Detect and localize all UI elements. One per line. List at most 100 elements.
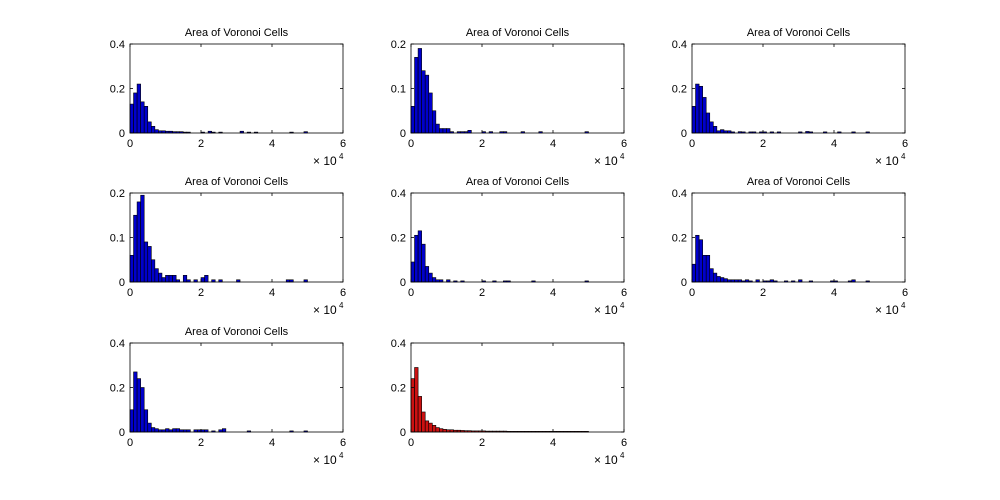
histogram-bar [133,92,138,134]
y-tick-label: 0.2 [391,39,406,51]
x-tick-label: 4 [550,138,556,150]
histogram-bar [691,106,696,134]
x-tick-label: 6 [621,138,627,150]
x-tick-label: 6 [621,437,627,449]
y-tick-label: 0 [681,277,687,289]
histogram-bar [421,411,426,433]
y-tick-label: 0 [400,277,406,289]
histogram-bar [709,121,714,134]
histogram-bar [720,277,725,283]
histogram-bar [439,128,444,134]
histogram-bar [140,101,145,134]
histogram-bar [467,130,472,134]
histogram-bar [129,409,134,433]
x-axis-multiplier: × 10 [594,303,618,317]
histogram-bar [698,85,703,134]
x-axis-multiplier: × 10 [594,453,618,467]
histogram-bar [154,428,159,433]
x-tick-label: 0 [127,138,133,150]
histogram-bars [410,230,589,283]
histogram-bar [151,427,156,433]
y-tick-label: 0.2 [110,383,125,395]
x-axis-multiplier: × 10 [313,154,337,168]
histogram-bar [172,428,177,433]
x-tick-label: 2 [198,138,204,150]
x-axis-multiplier-exponent: 4 [339,152,344,161]
y-tick-label: 0.4 [391,338,406,350]
histogram-bar [705,255,711,283]
x-tick-label: 2 [198,437,204,449]
y-tick-label: 0 [119,277,125,289]
y-tick-label: 0 [400,427,406,439]
histogram-bar [417,48,422,134]
x-tick-label: 0 [127,437,133,449]
x-tick-label: 0 [408,287,414,299]
histogram-bar [421,243,426,283]
histogram-bar [695,83,700,134]
histogram-bar [143,106,149,134]
x-tick-label: 4 [831,287,837,299]
x-axis-multiplier: × 10 [313,303,337,317]
x-axis-multiplier: × 10 [875,303,899,317]
histogram-bar [151,126,156,134]
histogram-bar [129,255,134,283]
histogram-bar [702,255,707,283]
x-tick-label: 0 [127,287,133,299]
y-tick-label: 0.2 [672,233,687,245]
x-tick-label: 6 [340,437,346,449]
x-tick-label: 2 [760,287,766,299]
x-axis-multiplier-exponent: 4 [620,301,625,310]
x-tick-label: 4 [269,437,275,449]
y-tick-label: 0.1 [110,233,125,245]
x-tick-label: 2 [760,138,766,150]
histogram-bar [435,123,440,134]
histogram-bar [136,378,141,433]
x-tick-label: 2 [198,287,204,299]
x-tick-label: 0 [408,437,414,449]
histogram-bar [702,97,707,134]
histogram-bar [204,275,209,283]
x-tick-label: 4 [831,138,837,150]
histogram-bar [424,74,430,134]
histogram-bar [431,110,437,134]
histogram-bar [140,387,145,433]
histogram-bar [414,57,419,134]
histogram-bar [200,277,205,283]
subplot-title: Area of Voronoi Cells [747,27,851,39]
histogram-bar [442,128,447,134]
x-axis-multiplier: × 10 [875,154,899,168]
y-tick-label: 0.2 [110,84,125,96]
y-tick-label: 0.4 [672,39,687,51]
subplot-title: Area of Voronoi Cells [466,27,570,39]
x-tick-label: 4 [550,437,556,449]
y-tick-label: 0.4 [110,338,125,350]
histogram-bar [414,367,419,433]
x-tick-label: 6 [340,287,346,299]
x-axis-multiplier: × 10 [594,154,618,168]
x-tick-label: 4 [269,138,275,150]
x-axis-multiplier-exponent: 4 [901,301,906,310]
histogram-bar [716,276,721,283]
histogram-bar [129,103,134,134]
histogram-bar [705,112,711,134]
x-tick-label: 6 [902,138,908,150]
histogram-bar [712,126,718,134]
histogram-bar [431,425,437,433]
y-tick-label: 0.2 [110,188,125,200]
x-tick-label: 6 [902,287,908,299]
x-tick-label: 2 [479,437,485,449]
y-tick-label: 0.4 [391,188,406,200]
histogram-bar [133,214,138,283]
histogram-bar [172,275,177,283]
histogram-bar [424,420,430,433]
histogram-bar [435,427,440,433]
subplot-title: Area of Voronoi Cells [185,27,289,39]
histogram-bar [720,129,725,134]
histogram-bar [428,422,433,433]
histogram-bar [165,275,170,283]
histogram-bar [417,230,422,283]
